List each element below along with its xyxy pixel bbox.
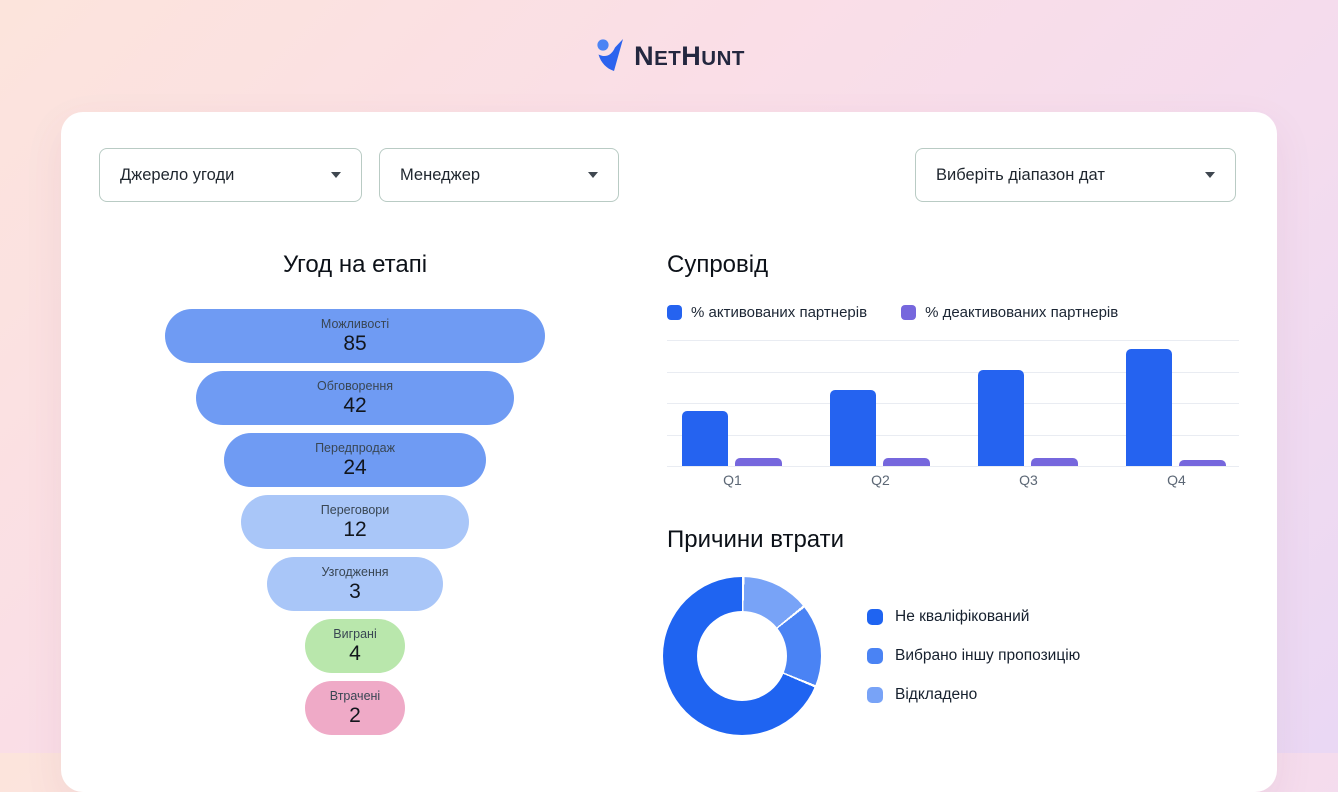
gridline xyxy=(667,372,1239,373)
gridline xyxy=(667,435,1239,436)
donut-chart-legend: Не кваліфікований Вибрано іншу пропозицію… xyxy=(867,608,1080,704)
funnel-stage-3: Передпродаж 24 xyxy=(224,433,486,487)
x-axis-label-q3: Q3 xyxy=(1019,472,1038,488)
donut-chart xyxy=(663,577,821,735)
funnel-stage-value: 3 xyxy=(349,579,361,603)
gridline xyxy=(667,340,1239,341)
funnel-stage-value: 4 xyxy=(349,641,361,665)
deal-source-dropdown-label: Джерело угоди xyxy=(120,165,235,184)
legend-swatch xyxy=(867,648,883,664)
bar-chart-legend: % активованих партнерів % деактивованих п… xyxy=(667,303,1239,321)
funnel-stage-label: Обговорення xyxy=(316,378,394,393)
legend-swatch xyxy=(867,609,883,625)
funnel-stage-value: 12 xyxy=(343,517,367,541)
gridline xyxy=(667,466,1239,467)
funnel-chart: Можливості 85 Обговорення 42 Передпродаж 24 Пе… xyxy=(165,309,545,735)
donut-chart-title: Причини втрати xyxy=(667,526,845,553)
logo-segment: N xyxy=(634,40,655,71)
funnel-stage-value: 2 xyxy=(349,703,361,727)
funnel-stage-label: Узгодження xyxy=(321,564,389,579)
bar-chart-title: Супровід xyxy=(667,251,769,278)
nethunt-logo-text: N ET H UNT xyxy=(634,41,745,72)
manager-dropdown[interactable]: Менеджер xyxy=(379,148,619,202)
date-range-dropdown[interactable]: Виберіть діапазон дат xyxy=(915,148,1236,202)
bar-q2-series1 xyxy=(830,390,876,466)
funnel-title: Угод на етапі xyxy=(282,251,428,278)
bar-q1-series1 xyxy=(682,411,728,466)
x-axis-label-q4: Q4 xyxy=(1167,472,1186,488)
chevron-down-icon xyxy=(1205,172,1215,178)
legend-swatch xyxy=(901,304,917,320)
logo-segment: UNT xyxy=(701,46,745,70)
gridline xyxy=(667,403,1239,404)
nethunt-logo-icon xyxy=(597,39,624,71)
right-section: Супровід % активованих партнерів % деакти… xyxy=(663,250,1239,735)
funnel-stage-label: Передпродаж xyxy=(315,440,395,455)
legend-label: Вибрано іншу пропозицію xyxy=(895,647,1081,664)
funnel-stage-value: 24 xyxy=(343,455,367,479)
deal-source-dropdown[interactable]: Джерело угоди xyxy=(99,148,362,202)
bar-group-q1 xyxy=(682,411,783,466)
dashboard-card: Джерело угоди Менеджер Виберіть діапазон… xyxy=(61,112,1277,792)
logo-segment: H xyxy=(681,40,702,71)
bar-chart-plot xyxy=(667,340,1239,467)
funnel-stage-value: 85 xyxy=(343,331,367,355)
bar-group-q2 xyxy=(830,390,931,466)
donut-section: Не кваліфікований Вибрано іншу пропозицію… xyxy=(663,577,1239,735)
funnel-stage-2: Обговорення 42 xyxy=(196,371,514,425)
manager-dropdown-label: Менеджер xyxy=(400,165,481,184)
legend-swatch xyxy=(667,304,682,320)
legend-label: % активованих партнерів xyxy=(691,303,868,321)
funnel-stage-value: 42 xyxy=(343,393,367,417)
funnel-stage-1: Можливості 85 xyxy=(165,309,545,363)
donut-legend-item: Не кваліфікований xyxy=(867,608,1080,626)
filters-row: Джерело угоди Менеджер Виберіть діапазон… xyxy=(61,112,1277,202)
donut-legend-item: Вибрано іншу пропозицію xyxy=(867,647,1080,665)
bar-q4-series2 xyxy=(1179,460,1226,466)
dashboard-content: Угод на етапі Можливості 85 Обговорення 42 П… xyxy=(61,250,1277,735)
legend-label: % деактивованих партнерів xyxy=(925,303,1119,321)
funnel-stage-6: Виграні 4 xyxy=(305,619,405,673)
app-header: N ET H UNT xyxy=(0,0,1338,112)
donut-legend-item: Відкладено xyxy=(867,686,1080,704)
date-range-dropdown-label: Виберіть діапазон дат xyxy=(936,165,1105,184)
funnel-stage-label: Можливості xyxy=(320,316,390,331)
funnel-stage-label: Виграні xyxy=(333,626,377,641)
legend-item: % активованих партнерів xyxy=(667,304,867,321)
x-axis-label-q2: Q2 xyxy=(871,472,890,488)
chevron-down-icon xyxy=(588,172,598,178)
logo-segment: ET xyxy=(654,46,682,70)
chevron-down-icon xyxy=(331,172,341,178)
legend-swatch xyxy=(867,687,883,703)
funnel-stage-label: Втрачені xyxy=(329,688,381,703)
bar-group-q4 xyxy=(1126,349,1227,466)
bar-q3-series1 xyxy=(978,370,1024,466)
bar-group-q3 xyxy=(978,370,1079,466)
legend-label: Не кваліфікований xyxy=(895,608,1030,625)
funnel-stage-4: Переговори 12 xyxy=(241,495,469,549)
funnel-section: Угод на етапі Можливості 85 Обговорення 42 П… xyxy=(99,250,611,735)
legend-label: Відкладено xyxy=(895,686,978,703)
legend-item: % деактивованих партнерів xyxy=(901,304,1118,321)
bar-q1-series2 xyxy=(735,458,782,466)
bar-q2-series2 xyxy=(883,458,930,466)
funnel-stage-5: Узгодження 3 xyxy=(267,557,443,611)
bar-chart-x-axis: Q1 Q2 Q3 Q4 xyxy=(667,467,1239,489)
bar-q4-series1 xyxy=(1126,349,1172,466)
donut-hole xyxy=(697,611,787,701)
funnel-stage-7: Втрачені 2 xyxy=(305,681,405,735)
x-axis-label-q1: Q1 xyxy=(723,472,742,488)
funnel-stage-label: Переговори xyxy=(320,502,390,517)
bar-q3-series2 xyxy=(1031,458,1078,466)
